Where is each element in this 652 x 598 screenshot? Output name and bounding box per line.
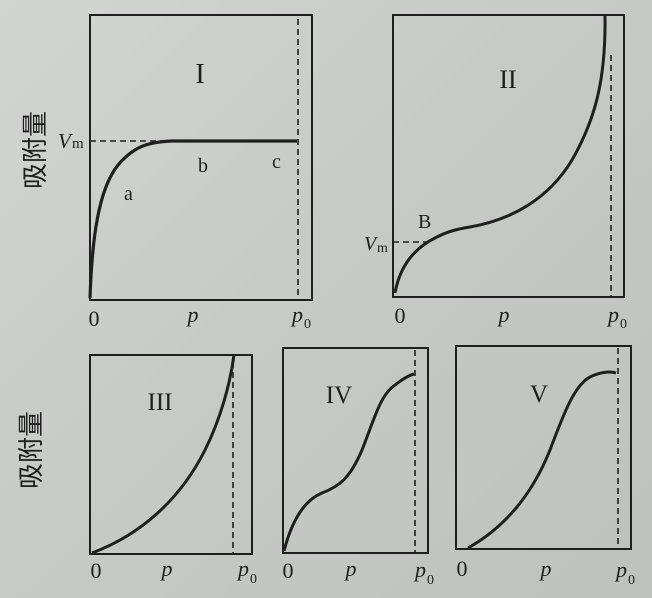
chart-I-p0-label: p 0	[290, 302, 311, 332]
chart-I-II-y-axis-label: 吸附量	[21, 111, 51, 189]
svg-text:0: 0	[427, 573, 434, 588]
chart-II-origin-label: 0	[395, 303, 406, 328]
chart-III-p0-label: p 0	[236, 556, 257, 587]
chart-II-frame	[392, 14, 625, 298]
chart-IV-x-axis-label: p	[344, 556, 357, 581]
svg-text:p: p	[606, 302, 619, 327]
chart-V-frame	[455, 345, 632, 550]
chart-III-curve	[91, 354, 236, 555]
chart-IV-origin-label: 0	[283, 558, 294, 583]
svg-text:p: p	[413, 557, 426, 582]
svg-text:0: 0	[620, 317, 627, 332]
svg-text:0: 0	[304, 317, 311, 332]
chart-V-p0-label: p 0	[614, 557, 635, 588]
chart-I-vm-label: V m	[58, 129, 84, 153]
chart-type-IV	[282, 347, 429, 554]
chart-III-origin-label: 0	[91, 558, 102, 583]
svg-text:m: m	[377, 241, 388, 256]
chart-V-origin-label: 0	[457, 556, 468, 581]
svg-text:p: p	[236, 556, 249, 581]
chart-I-x-axis-label: p	[186, 302, 199, 327]
chart-IV-p0-label: p 0	[413, 557, 434, 588]
chart-type-III	[89, 354, 253, 555]
svg-text:m: m	[72, 136, 84, 152]
chart-V-x-axis-label: p	[539, 556, 552, 581]
svg-text:0: 0	[628, 573, 635, 588]
svg-text:0: 0	[250, 572, 257, 587]
chart-III-V-y-axis-label: 吸附量	[17, 411, 47, 489]
svg-text:V: V	[364, 233, 379, 255]
chart-II-x-axis-label: p	[497, 302, 510, 327]
chart-II-vm-label: V m	[364, 233, 388, 256]
chart-III-frame	[89, 354, 253, 555]
chart-I-title: I	[195, 59, 204, 90]
chart-II-knee-point-B: B	[418, 211, 431, 233]
chart-IV-curve	[282, 372, 415, 552]
chart-IV-title: IV	[326, 382, 352, 409]
chart-IV-frame	[282, 347, 429, 554]
svg-text:V: V	[58, 129, 73, 153]
chart-type-II	[392, 14, 625, 298]
chart-II-curve	[393, 14, 607, 294]
chart-I-region-c: c	[272, 151, 281, 173]
chart-I-frame	[89, 14, 313, 301]
chart-III-title: III	[148, 389, 173, 416]
chart-V-title: V	[530, 381, 548, 408]
svg-text:p: p	[614, 557, 627, 582]
chart-I-curve	[88, 139, 297, 299]
chart-I-region-a: a	[124, 183, 133, 205]
chart-III-x-axis-label: p	[160, 556, 173, 581]
chart-II-p0-label: p 0	[606, 302, 627, 332]
chart-I-origin-label: 0	[89, 306, 100, 331]
chart-type-V	[455, 345, 632, 550]
chart-V-curve	[467, 370, 617, 550]
chart-I-region-b: b	[198, 155, 208, 177]
chart-type-I	[88, 14, 313, 301]
svg-text:p: p	[290, 302, 303, 327]
chart-II-title: II	[499, 65, 516, 94]
